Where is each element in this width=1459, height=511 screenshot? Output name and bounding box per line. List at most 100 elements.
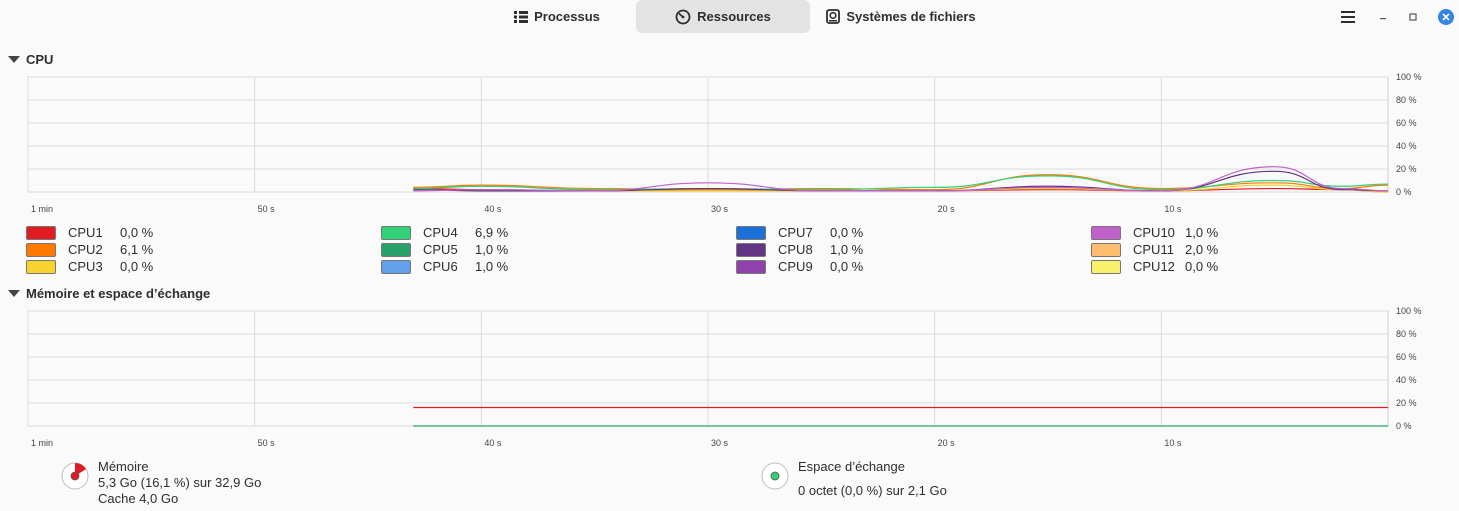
cpu-y-tick-label: 20 %	[1396, 164, 1417, 174]
memory-y-tick-label: 0 %	[1396, 421, 1412, 431]
cpu-usage-value: 6,9 %	[475, 225, 509, 240]
cpu-legend-item-cpu5[interactable]: CPU5 1,0 %	[381, 241, 535, 258]
main-menu-button[interactable]	[1337, 6, 1359, 28]
swap-pie-icon	[761, 462, 789, 490]
cpu-usage-value: 1,0 %	[475, 259, 509, 274]
cpu-name: CPU4	[423, 225, 458, 240]
menu-icon	[1341, 11, 1355, 23]
color-swatch[interactable]	[26, 259, 56, 274]
memory-x-tick-label: 30 s	[711, 438, 729, 448]
cpu-legend-item-cpu12[interactable]: CPU12 0,0 %	[1091, 258, 1245, 275]
cpu-x-tick-label: 50 s	[258, 204, 276, 214]
cpu-series-line-cpu4	[413, 175, 1389, 191]
list-icon	[514, 10, 529, 23]
cpu-name: CPU9	[778, 259, 813, 274]
memory-y-tick-label: 100 %	[1396, 306, 1422, 316]
tab-ressources[interactable]: Ressources	[636, 0, 810, 33]
cpu-legend-item-cpu1[interactable]: CPU1 0,0 %	[26, 224, 180, 241]
cpu-legend-item-cpu9[interactable]: CPU9 0,0 %	[736, 258, 890, 275]
expander-icon	[8, 289, 20, 297]
expander-icon	[8, 55, 20, 63]
cpu-section-title: CPU	[26, 51, 54, 67]
cpu-section-toggle[interactable]: CPU	[8, 50, 53, 68]
cpu-name: CPU3	[68, 259, 103, 274]
tab-label: Systèmes de fichiers	[846, 9, 976, 24]
memory-section-title: Mémoire et espace d’échange	[26, 285, 211, 301]
cpu-usage-value: 2,0 %	[1185, 242, 1219, 257]
cpu-name: CPU10	[1133, 225, 1175, 240]
tab-label: Ressources	[697, 9, 771, 24]
memory-x-tick-label: 50 s	[258, 438, 276, 448]
pie-center	[70, 471, 80, 481]
memory-usage: 5,3 Go (16,1 %) sur 32,9 Go	[98, 475, 262, 490]
cpu-usage-value: 0,0 %	[830, 225, 864, 240]
color-swatch[interactable]	[26, 225, 56, 240]
memory-x-tick-label: 1 min	[31, 438, 53, 448]
cpu-legend-item-cpu8[interactable]: CPU8 1,0 %	[736, 241, 890, 258]
color-swatch[interactable]	[1091, 259, 1121, 274]
cpu-y-tick-label: 60 %	[1396, 118, 1417, 128]
cpu-usage-value: 0,0 %	[1185, 259, 1219, 274]
color-swatch[interactable]	[1091, 242, 1121, 257]
cpu-legend-item-cpu11[interactable]: CPU11 2,0 %	[1091, 241, 1245, 258]
minimize-button[interactable]	[1372, 6, 1394, 28]
color-swatch[interactable]	[381, 259, 411, 274]
memory-summary: Mémoire 5,3 Go (16,1 %) sur 32,9 Go Cach…	[60, 459, 261, 507]
memory-x-tick-label: 10 s	[1164, 438, 1182, 448]
swap-usage: 0 octet (0,0 %) sur 2,1 Go	[798, 483, 947, 498]
cpu-name: CPU8	[778, 242, 813, 257]
color-swatch[interactable]	[26, 242, 56, 257]
gauge-icon	[675, 9, 691, 24]
cpu-legend-item-cpu7[interactable]: CPU7 0,0 %	[736, 224, 890, 241]
color-swatch[interactable]	[381, 225, 411, 240]
memory-x-tick-label: 40 s	[484, 438, 502, 448]
minimize-icon	[1380, 18, 1386, 20]
cpu-y-tick-label: 40 %	[1396, 141, 1417, 151]
cpu-name: CPU7	[778, 225, 813, 240]
cpu-y-tick-label: 80 %	[1396, 95, 1417, 105]
pie-center	[770, 471, 780, 481]
cpu-usage-value: 1,0 %	[475, 242, 509, 257]
cpu-name: CPU2	[68, 242, 103, 257]
cpu-name: CPU11	[1133, 242, 1174, 257]
tab-label: Processus	[534, 9, 600, 24]
cpu-usage-value: 1,0 %	[830, 242, 864, 257]
memory-label: Mémoire	[98, 459, 149, 474]
memory-y-tick-label: 20 %	[1396, 398, 1417, 408]
cpu-x-tick-label: 40 s	[484, 204, 502, 214]
cpu-usage-value: 1,0 %	[1185, 225, 1219, 240]
cpu-usage-value: 0,0 %	[120, 225, 154, 240]
color-swatch[interactable]	[736, 259, 766, 274]
memory-y-tick-label: 80 %	[1396, 329, 1417, 339]
cpu-usage-value: 0,0 %	[120, 259, 154, 274]
disk-icon	[826, 9, 841, 24]
cpu-name: CPU1	[68, 225, 103, 240]
memory-pie-icon	[61, 462, 89, 490]
cpu-legend: CPU1 0,0 % CPU2 6,1 % CPU3 0,0 % CPU4 6,9 % CPU5…	[0, 224, 1459, 276]
cpu-x-tick-label: 30 s	[711, 204, 729, 214]
cpu-x-tick-label: 1 min	[31, 204, 53, 214]
tab-systemes-de-fichiers[interactable]: Systèmes de fichiers	[820, 0, 982, 33]
close-button[interactable]	[1435, 6, 1457, 28]
color-swatch[interactable]	[1091, 225, 1121, 240]
cpu-usage-value: 6,1 %	[120, 242, 154, 257]
cpu-legend-item-cpu2[interactable]: CPU2 6,1 %	[26, 241, 180, 258]
cpu-legend-item-cpu3[interactable]: CPU3 0,0 %	[26, 258, 180, 275]
cpu-y-tick-label: 100 %	[1396, 72, 1422, 82]
cpu-legend-item-cpu6[interactable]: CPU6 1,0 %	[381, 258, 535, 275]
cpu-x-tick-label: 20 s	[938, 204, 956, 214]
color-swatch[interactable]	[736, 225, 766, 240]
maximize-icon	[1409, 13, 1417, 21]
tab-processus[interactable]: Processus	[494, 0, 620, 33]
color-swatch[interactable]	[736, 242, 766, 257]
cpu-x-tick-label: 10 s	[1164, 204, 1182, 214]
cpu-legend-item-cpu10[interactable]: CPU10 1,0 %	[1091, 224, 1245, 241]
maximize-button[interactable]	[1402, 6, 1424, 28]
color-swatch[interactable]	[381, 242, 411, 257]
cpu-name: CPU12	[1133, 259, 1175, 274]
cpu-history-graph: 100 % 80 % 60 % 40 % 20 % 0 % 1 min 50 s 40 s 30 …	[27, 72, 1422, 214]
cpu-usage-value: 0,0 %	[830, 259, 864, 274]
cpu-legend-item-cpu4[interactable]: CPU4 6,9 %	[381, 224, 535, 241]
swap-label: Espace d’échange	[798, 459, 905, 474]
memory-section-toggle[interactable]: Mémoire et espace d’échange	[8, 284, 210, 302]
